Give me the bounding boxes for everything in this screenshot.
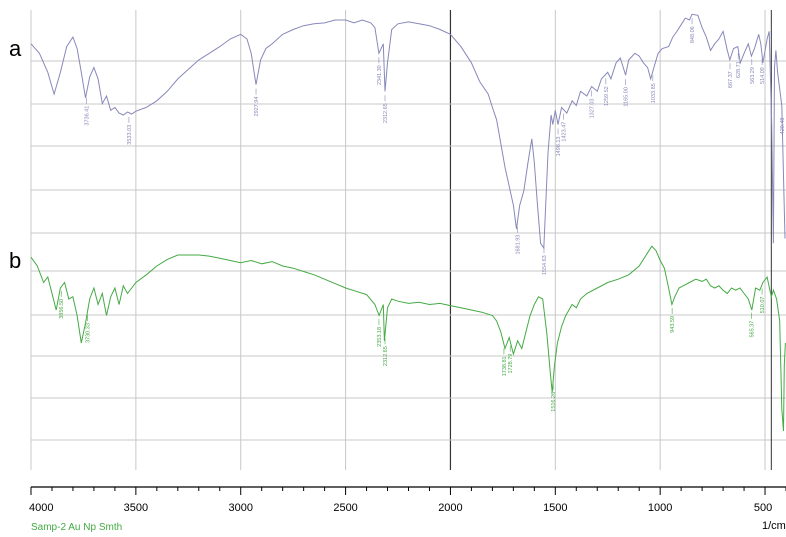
x-tick-label-1500: 1500 [543,502,567,514]
panel-letter-a: a [9,36,22,61]
peak-label-a-2: 2927.94 [254,97,260,117]
peak-label-a-1: 3533.03 [127,125,133,145]
peak-label-a-12: 1033.85 [651,83,657,103]
series-lines [30,13,786,432]
peak-label-a-10: 1259.52 [604,86,610,106]
peak-label-a-3: 2341.30 [377,65,383,85]
peak-label-a-6: 1554.63 [542,255,548,275]
x-tick-label-4000: 4000 [29,502,53,514]
x-tick-label-3000: 3000 [228,502,252,514]
peak-label-a-18: 420.48 [780,118,786,135]
peak-label-b-6: 1516.26 [551,392,557,412]
x-tick-label-2500: 2500 [333,502,357,514]
peak-label-a-0: 3736.41 [84,106,90,126]
peak-label-b-8: 565.37 [749,321,755,338]
peak-label-b-0: 3856.50 [59,299,65,319]
x-tick-label-2000: 2000 [438,502,462,514]
peak-label-b-9: 510.07 [760,297,766,314]
peak-label-b-5: 1728.79 [508,354,514,374]
peak-label-a-15: 628.71 [736,61,742,78]
x-tick-label-1000: 1000 [648,502,672,514]
x-tick-label-500: 500 [754,502,772,514]
peak-label-a-11: 1165.00 [624,87,630,106]
peak-label-a-9: 1327.03 [590,99,596,119]
x-axis: 4000 3500 3000 2500 2000 1500 1000 500 [29,486,786,514]
peak-label-a-16: 563.29 [750,67,756,84]
panel-letter-b: b [9,248,21,273]
peak-label-b-1: 3730.33 [86,323,92,343]
peak-label-a-14: 667.37 [728,71,734,88]
peak-label-b-7: 943.59 [670,316,676,333]
peak-label-a-8: 1423.47 [562,122,568,142]
peak-labels: 3736.41 3533.03 2927.94 2341.30 2312.65 1681.… [59,18,786,412]
spectrum-line-b [30,245,786,432]
peak-label-a-13: 848.06 [690,26,696,43]
peak-label-a-5: 1681.93 [515,235,521,255]
grid [30,10,786,470]
x-tick-label-3500: 3500 [124,502,148,514]
peak-label-a-4: 2312.65 [383,103,389,123]
peak-label-b-4: 1738.81 [502,356,508,376]
peak-label-b-2: 2353.18 [377,327,383,347]
x-unit-label: 1/cm [762,520,786,532]
peak-label-a-17: 514.09 [760,67,766,84]
spectrum-line-a [30,13,786,250]
peak-label-a-7: 1498.13 [556,137,562,157]
peak-label-b-3: 2312.65 [383,346,389,366]
chart-caption: Samp-2 Au Np Smth [31,522,122,532]
